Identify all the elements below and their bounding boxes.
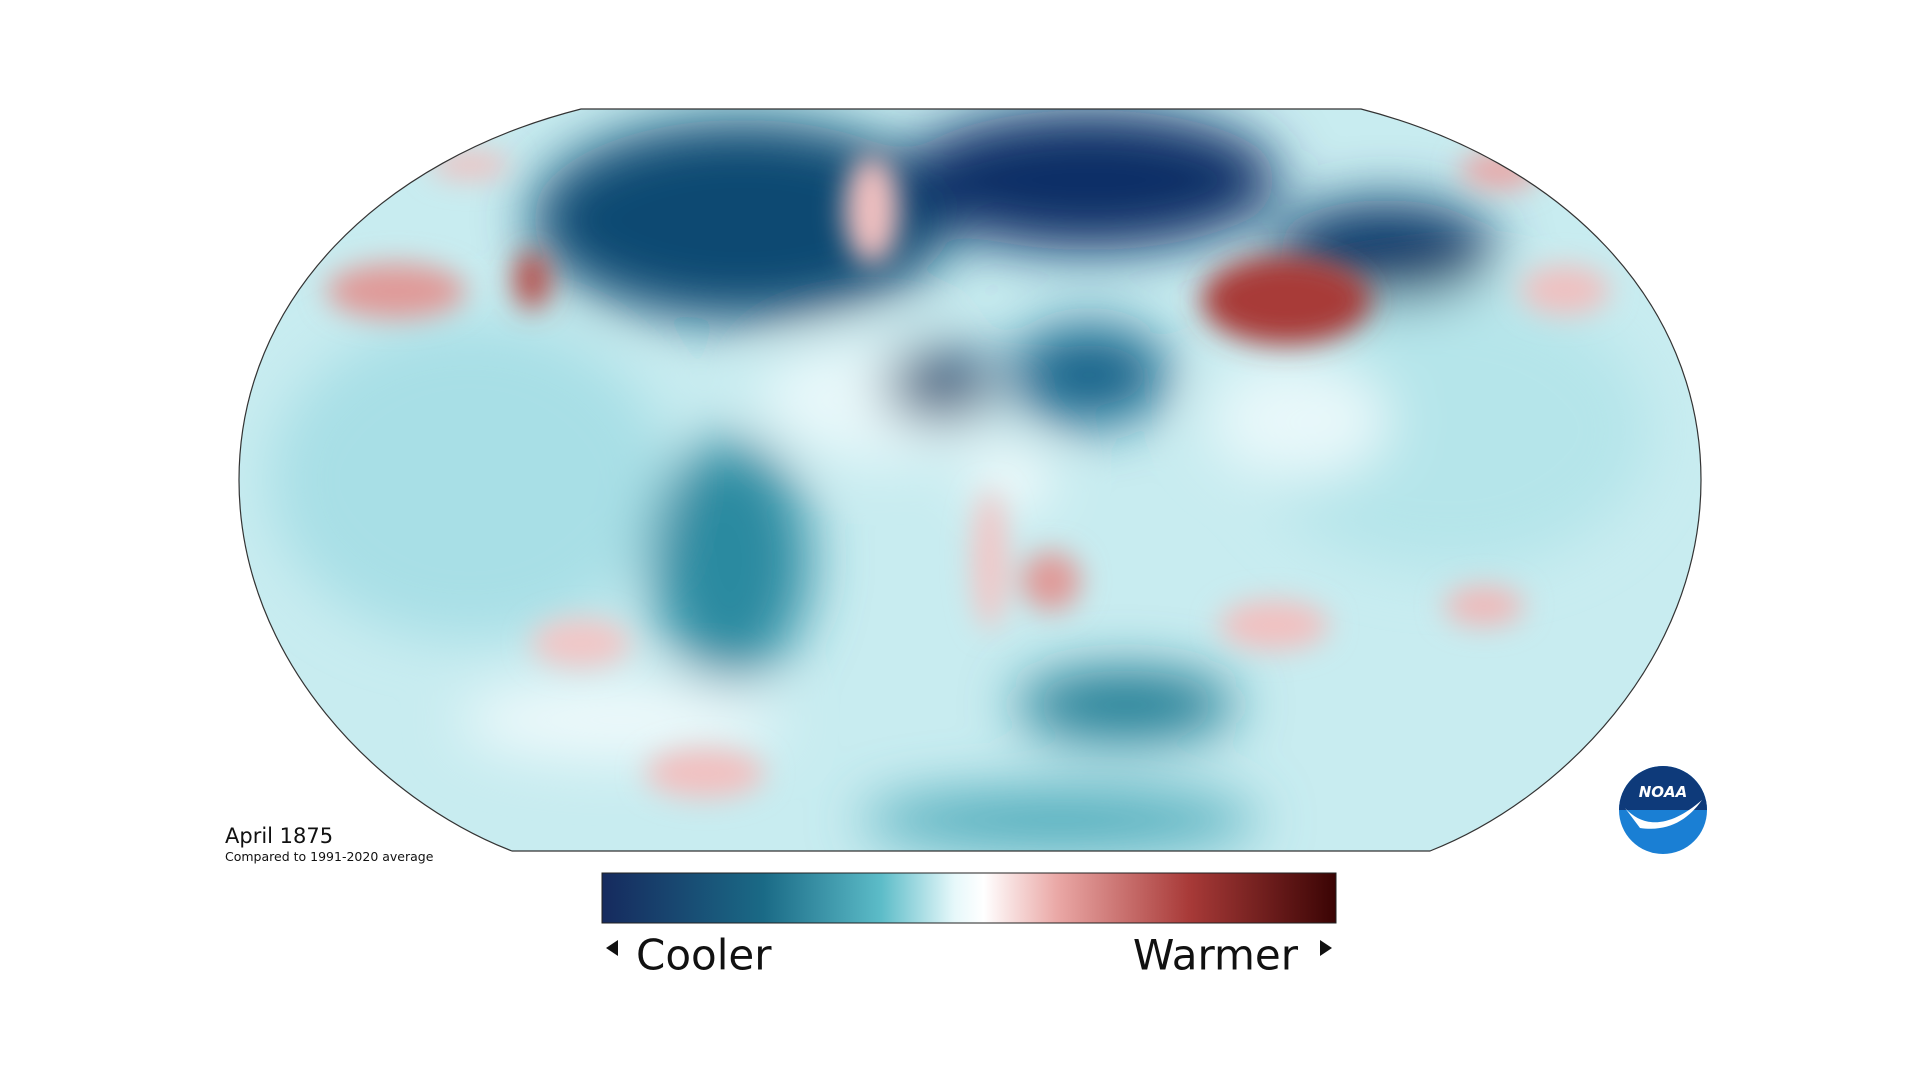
logo-text: NOAA — [1639, 783, 1688, 801]
map-subtitle: Compared to 1991-2020 average — [225, 849, 434, 864]
arrow-right — [1320, 940, 1332, 956]
legend-high: Warmer — [1133, 931, 1299, 980]
arrow-left — [606, 940, 618, 956]
color-bar — [601, 872, 1337, 924]
map-outline — [238, 108, 1702, 852]
map-title: April 1875 — [225, 824, 333, 848]
map — [239, 109, 1701, 851]
legend-low: Cooler — [636, 931, 772, 980]
noaa-logo: NOAA — [1619, 766, 1707, 854]
